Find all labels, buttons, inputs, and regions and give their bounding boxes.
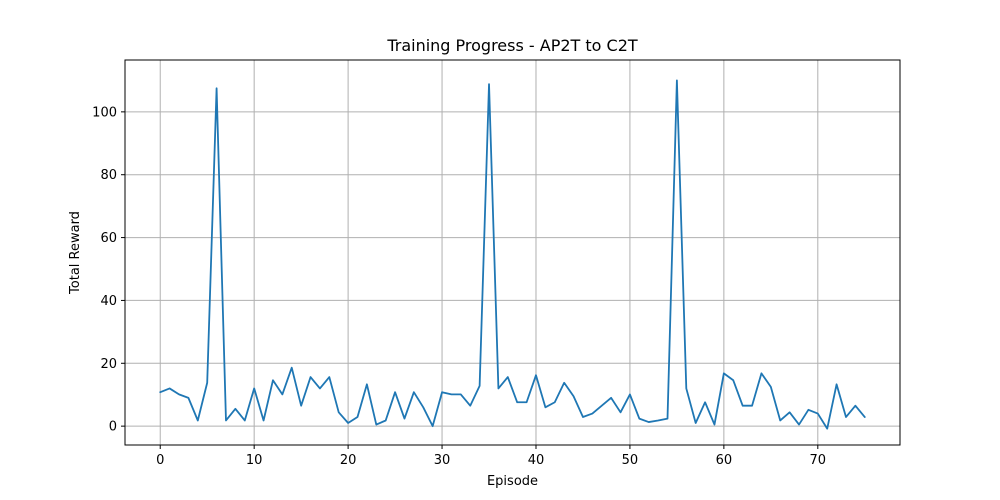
x-tick-label: 70: [810, 453, 827, 468]
plot-frame: [124, 59, 901, 446]
x-axis-label: Episode: [487, 474, 538, 489]
series-group: [159, 79, 866, 430]
x-tick-label: 50: [622, 453, 639, 468]
y-tick-label: 0: [109, 420, 117, 435]
grid-lines: [125, 60, 900, 445]
series-line-0: [159, 79, 866, 430]
x-tick-label: 0: [156, 453, 164, 468]
y-axis-label: Total Reward: [68, 211, 83, 295]
x-tick-label: 60: [716, 453, 733, 468]
x-tick-label: 30: [434, 453, 451, 468]
y-tick-label: 40: [100, 294, 117, 309]
y-tick-label: 100: [92, 105, 117, 120]
x-tick-label: 20: [340, 453, 357, 468]
y-tick-label: 20: [100, 357, 117, 372]
x-tick-label: 40: [528, 453, 545, 468]
x-tick-label: 10: [246, 453, 263, 468]
y-tick-label: 60: [100, 231, 117, 246]
axis-ticks: 0 10 20 30 40 50 60 70 0 20 40 60 80 100: [92, 105, 826, 468]
chart-title: Training Progress - AP2T to C2T: [386, 36, 638, 55]
y-tick-label: 80: [100, 168, 117, 183]
